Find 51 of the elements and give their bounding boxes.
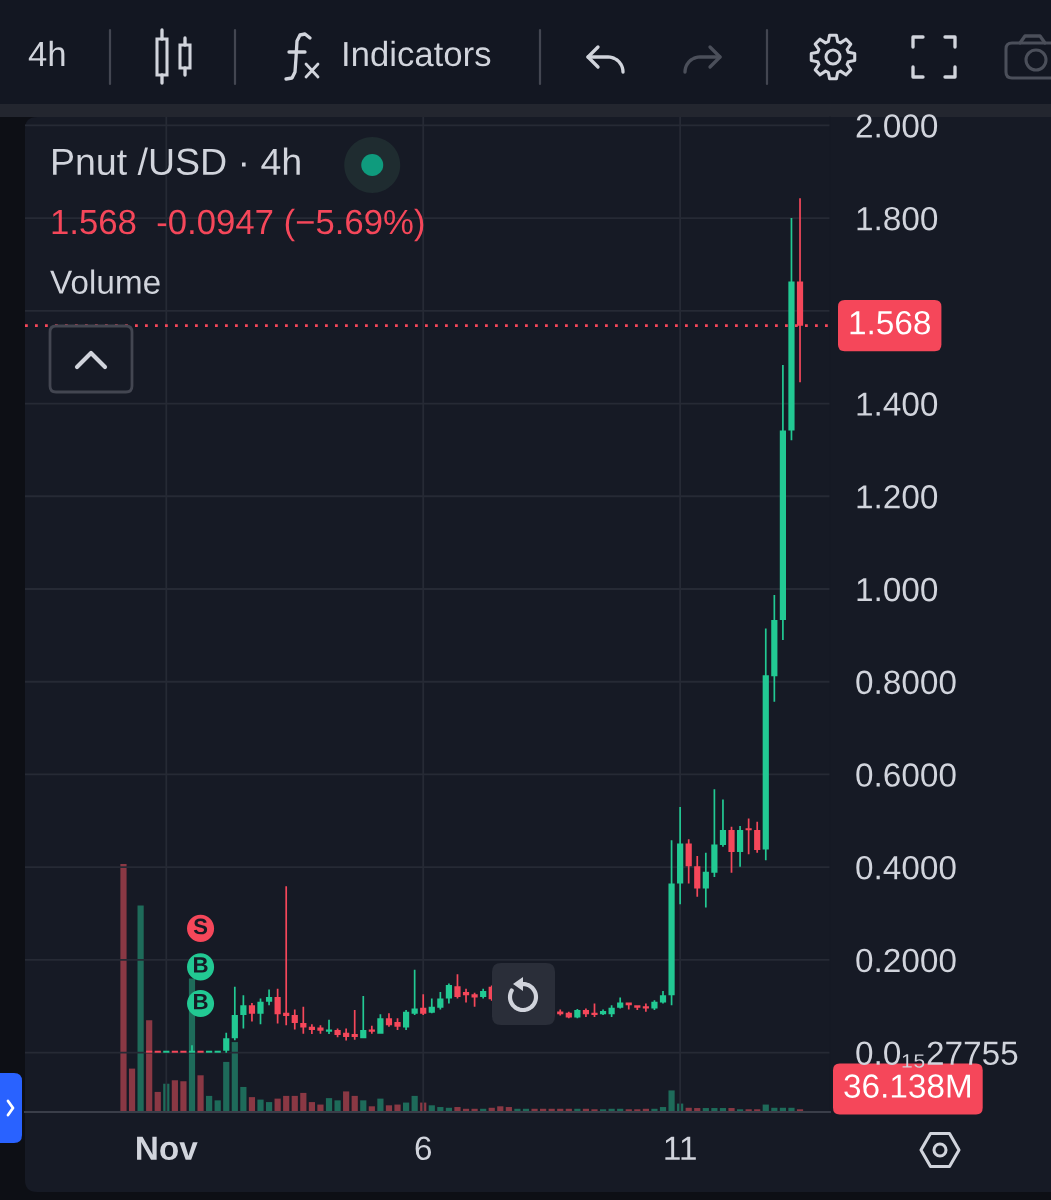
x-tick-label: 6	[415, 1136, 432, 1161]
y-tick-label: 1.800	[857, 206, 938, 231]
bar	[214, 1100, 221, 1112]
y-tick-label: 0.6000	[856, 763, 956, 787]
annotation: B	[194, 957, 208, 973]
text: 4h	[28, 40, 65, 66]
text: Indicators	[344, 40, 491, 67]
bar	[394, 1104, 401, 1112]
text: Pnut /USD · 4h	[53, 147, 300, 176]
bar	[231, 1042, 238, 1112]
annotation: S	[193, 918, 208, 935]
bar	[454, 1107, 461, 1112]
bar	[351, 1095, 358, 1112]
bar	[411, 1095, 418, 1112]
bar	[154, 1091, 161, 1112]
bar	[360, 1100, 367, 1112]
y-tick-label: 1.200	[857, 485, 938, 509]
bar	[283, 1095, 290, 1112]
text: 36.138M	[844, 1074, 970, 1098]
annotation: B	[194, 993, 208, 1010]
y-tick-label: 2.000	[856, 114, 938, 138]
bar	[171, 1080, 178, 1112]
bar	[257, 1099, 264, 1112]
bar	[120, 864, 127, 1112]
chart-title: Volume	[50, 269, 160, 294]
bar	[343, 1091, 350, 1112]
x-tick-label: 11	[665, 1136, 696, 1160]
bar	[206, 1095, 213, 1112]
bar	[240, 1086, 247, 1112]
bar	[146, 1020, 153, 1112]
bar	[291, 1095, 298, 1112]
y-tick-label: 1.400	[857, 392, 938, 416]
x-tick-label: Nov	[137, 1136, 198, 1161]
y-tick-label: 0.4000	[856, 855, 956, 880]
y-tick-label: 0.2000	[856, 948, 956, 973]
bar	[180, 1081, 187, 1112]
y-tick-label: 0.8000	[856, 670, 956, 695]
bar	[197, 1075, 204, 1112]
bar	[248, 1097, 256, 1112]
ref-line-label: 1.568	[850, 310, 930, 335]
bar	[334, 1100, 341, 1112]
y-tick-label: 0.0₁₅27755	[856, 1041, 1018, 1068]
bar	[668, 1090, 675, 1112]
bar	[300, 1092, 307, 1112]
bar	[317, 1104, 324, 1112]
bar	[223, 1061, 230, 1112]
y-tick-label: 1.000	[857, 577, 938, 602]
bar	[128, 1068, 136, 1112]
bar	[137, 905, 144, 1112]
bar	[325, 1098, 333, 1112]
text: 1.568 -0.0947 (−5.69%)	[52, 208, 424, 242]
